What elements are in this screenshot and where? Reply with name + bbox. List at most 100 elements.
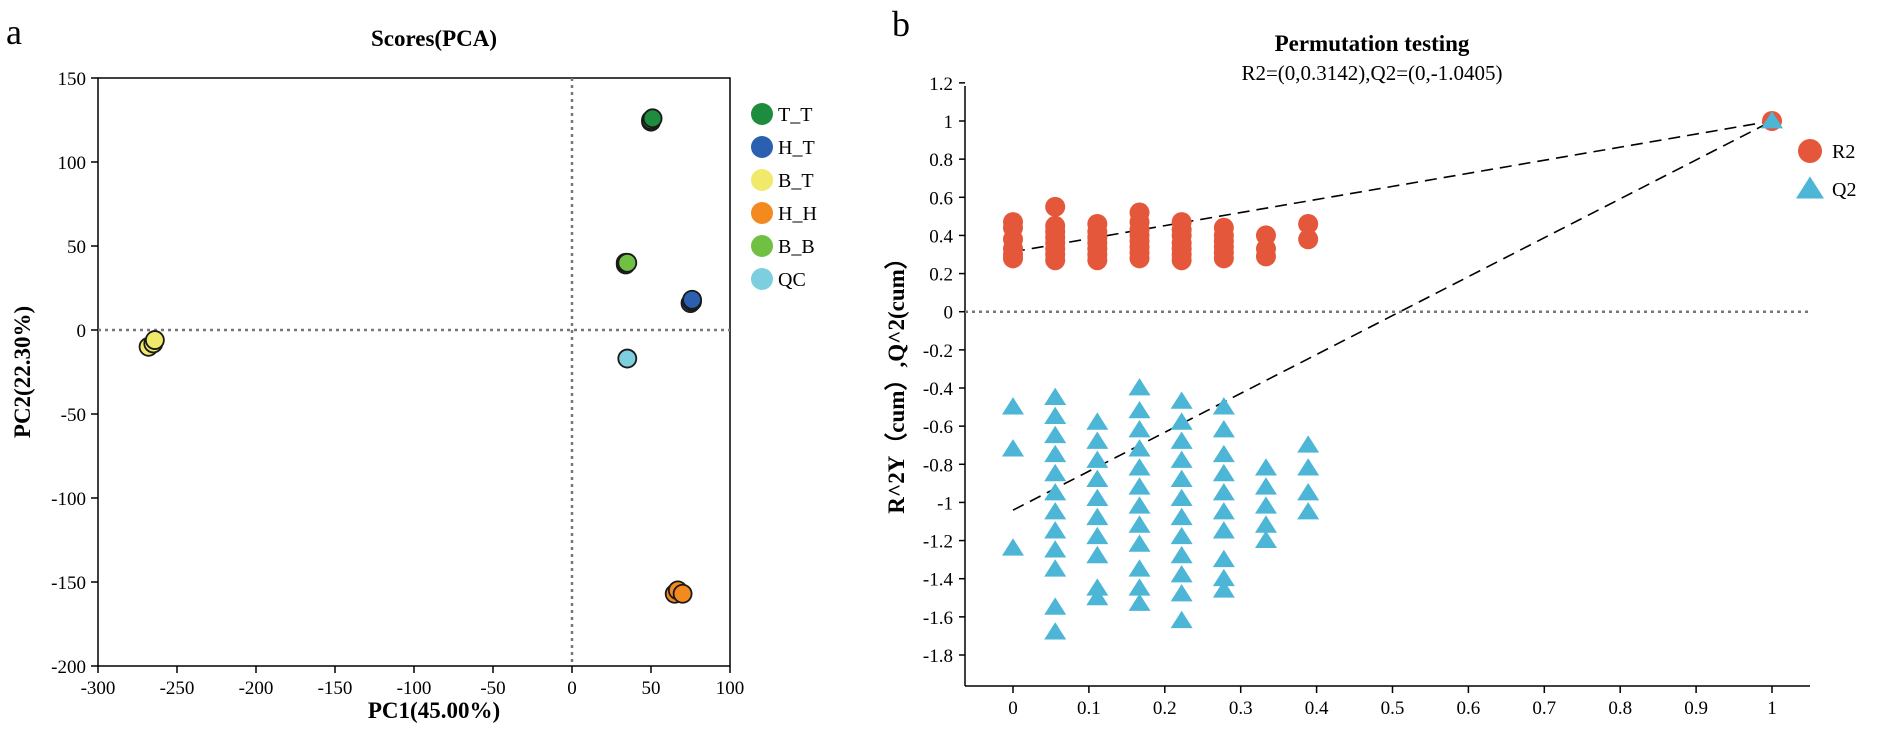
perm-point-q2 bbox=[1128, 496, 1151, 514]
perm-point-q2 bbox=[1044, 559, 1067, 577]
perm-point-r2 bbox=[1298, 229, 1319, 250]
perm-point-q2 bbox=[1128, 420, 1151, 438]
perm-y-tick-label: 0 bbox=[944, 303, 954, 324]
perm-point-q2 bbox=[1044, 521, 1067, 539]
pca-point-t-t bbox=[642, 108, 663, 129]
perm-x-tick-label: 0.5 bbox=[1381, 698, 1405, 719]
perm-point-q2 bbox=[1128, 515, 1151, 533]
perm-point-q2 bbox=[1128, 477, 1151, 495]
perm-point-q2 bbox=[1212, 397, 1235, 415]
perm-point-q2 bbox=[1086, 431, 1109, 449]
pca-y-tick-label: -50 bbox=[61, 405, 86, 426]
perm-point-q2 bbox=[1170, 431, 1193, 449]
perm-point-q2 bbox=[1128, 534, 1151, 552]
perm-y-tick-label: -1.4 bbox=[923, 570, 954, 591]
perm-point-q2 bbox=[1170, 412, 1193, 430]
perm-point-q2 bbox=[1212, 482, 1235, 501]
perm-point-r2 bbox=[1255, 225, 1276, 246]
perm-point-q2 bbox=[1044, 482, 1067, 501]
perm-point-q2 bbox=[1297, 435, 1320, 453]
perm-legend-marker-r2 bbox=[1798, 139, 1822, 163]
perm-subtitle: R2=(0,0.3142),Q2=(0,-1.0405) bbox=[1241, 61, 1502, 85]
pca-legend-label-t-t: T_T bbox=[778, 104, 812, 126]
pca-legend-label-h-h: H_H bbox=[778, 203, 817, 225]
perm-point-q2 bbox=[1002, 538, 1024, 556]
pca-x-tick-label: 50 bbox=[642, 678, 661, 699]
perm-x-tick-label: 1 bbox=[1767, 698, 1777, 719]
pca-points bbox=[138, 108, 702, 604]
pca-x-tick-label: -100 bbox=[397, 678, 432, 699]
perm-legend-label-r2: R2 bbox=[1832, 141, 1855, 163]
perm-x-tick-label: 0.3 bbox=[1229, 698, 1253, 719]
pca-point-b-t bbox=[144, 330, 165, 350]
pca-legend-label-b-t: B_T bbox=[778, 170, 814, 192]
perm-point-q2 bbox=[1212, 420, 1235, 438]
pca-reference-lines bbox=[98, 78, 730, 666]
perm-legend-label-q2: Q2 bbox=[1832, 179, 1856, 201]
perm-point-q2 bbox=[1128, 593, 1151, 611]
pca-ticks: -300 -250 -200 -150 -100 -50 0 50 100 -200 -150 -10… bbox=[51, 69, 744, 699]
pca-legend-marker-t-t bbox=[751, 103, 773, 125]
pca-legend-marker-b-b bbox=[751, 235, 773, 257]
perm-y-tick-label: 0.8 bbox=[929, 150, 953, 171]
pca-title: Scores(PCA) bbox=[371, 26, 497, 51]
perm-y-tick-label: -0.8 bbox=[923, 455, 953, 476]
perm-point-q2 bbox=[1254, 496, 1277, 514]
perm-x-tick-label: 0.6 bbox=[1457, 698, 1481, 719]
perm-point-q2 bbox=[1128, 559, 1151, 577]
perm-regression-line-r2 bbox=[1012, 120, 1773, 253]
perm-point-q2 bbox=[1128, 458, 1151, 476]
perm-y-tick-label: 1 bbox=[944, 112, 954, 133]
perm-point-q2 bbox=[1254, 458, 1277, 476]
pca-legend-marker-qc bbox=[751, 268, 773, 290]
pca-point-h-h bbox=[672, 583, 693, 604]
perm-point-q2 bbox=[1254, 477, 1277, 495]
perm-point-r2 bbox=[1171, 212, 1192, 233]
perm-point-q2 bbox=[1044, 597, 1067, 615]
perm-point-q2 bbox=[1086, 587, 1109, 606]
perm-y-tick-label: -1 bbox=[937, 493, 953, 514]
panel-b: b Permutation testing R2=(0,0.3142),Q2=(… bbox=[883, 4, 1856, 719]
perm-point-q2 bbox=[1044, 540, 1067, 558]
perm-point-q2 bbox=[1086, 450, 1109, 468]
perm-point-q2 bbox=[1761, 111, 1783, 129]
perm-y-tick-label: 0.6 bbox=[929, 188, 953, 209]
pca-x-tick-label: -250 bbox=[160, 678, 195, 699]
pca-point-h-t bbox=[682, 289, 702, 310]
perm-point-q2 bbox=[1086, 488, 1109, 507]
pca-y-tick-label: -100 bbox=[51, 489, 86, 510]
perm-point-q2 bbox=[1254, 530, 1277, 548]
perm-point-q2 bbox=[1086, 412, 1109, 430]
perm-point-r2 bbox=[1045, 196, 1066, 217]
pca-x-tick-label: -150 bbox=[318, 678, 353, 699]
perm-point-q2 bbox=[1044, 425, 1067, 444]
pca-plot-frame bbox=[97, 77, 731, 667]
perm-point-r2 bbox=[1045, 215, 1066, 236]
perm-point-q2 bbox=[1212, 549, 1235, 568]
perm-x-tick-label: 0.7 bbox=[1532, 698, 1556, 719]
perm-point-q2 bbox=[1297, 502, 1320, 520]
perm-y-tick-label: -0.2 bbox=[923, 341, 953, 362]
perm-point-r2 bbox=[1087, 213, 1108, 234]
perm-point-q2 bbox=[1086, 507, 1109, 526]
pca-legend-marker-b-t bbox=[751, 169, 773, 191]
perm-x-tick-label: 0.4 bbox=[1305, 698, 1329, 719]
perm-y-tick-label: -0.6 bbox=[923, 417, 953, 438]
perm-point-q2 bbox=[1212, 580, 1235, 598]
perm-point-q2 bbox=[1086, 578, 1109, 596]
perm-point-q2 bbox=[1170, 507, 1193, 526]
perm-point-q2 bbox=[1002, 397, 1024, 415]
perm-point-q2 bbox=[1002, 439, 1024, 457]
pca-point-b-b bbox=[617, 252, 638, 273]
perm-y-axis-title: R^2Y（cum）,Q^2(cum） bbox=[883, 246, 909, 514]
pca-x-axis-title: PC1(45.00%) bbox=[368, 698, 500, 723]
perm-point-q2 bbox=[1254, 515, 1277, 533]
perm-y-tick-label: -1.2 bbox=[923, 532, 953, 553]
perm-point-q2 bbox=[1170, 584, 1193, 602]
pca-y-tick-label: 50 bbox=[67, 237, 86, 258]
panel-a: a Scores(PCA) -300 -250 -200 -150 -100 -50 0 50… bbox=[6, 12, 817, 723]
perm-legend: R2 Q2 bbox=[1796, 139, 1856, 201]
pca-x-tick-label: 0 bbox=[567, 678, 577, 699]
pca-legend: T_T H_T B_T H_H B_B QC bbox=[751, 103, 817, 291]
